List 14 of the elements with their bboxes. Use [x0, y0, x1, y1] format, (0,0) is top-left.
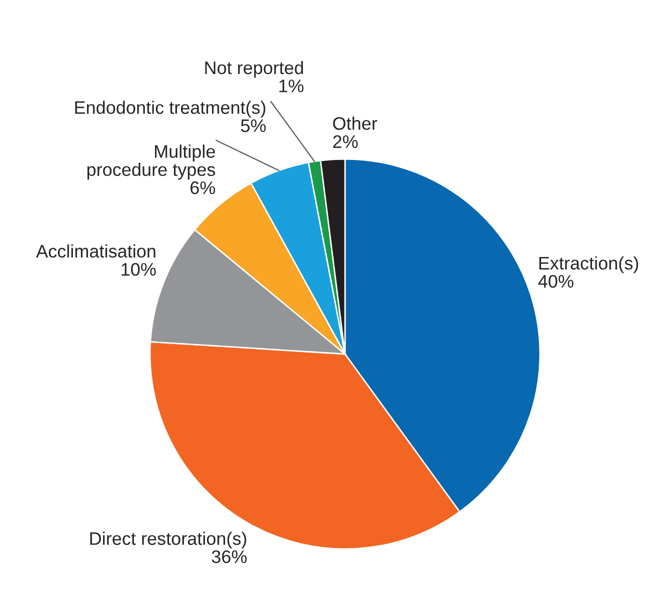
slice-label: Direct restoration(s) — [90, 532, 246, 549]
slice-label: Other — [333, 116, 378, 130]
slice-label: Endodontic treatment(s) — [75, 100, 266, 118]
slice-label: Acclimatisation — [36, 244, 156, 258]
slice-label: Not reported — [205, 60, 303, 78]
data-label: 2% — [333, 135, 358, 148]
slice-label: Extraction(s) — [539, 256, 638, 274]
data-label: 40% — [538, 274, 574, 288]
data-label: 6% — [190, 181, 216, 194]
data-label: 36% — [212, 550, 247, 564]
slice-label: Multiple procedure types — [87, 144, 216, 180]
data-label: 5% — [241, 119, 266, 132]
data-label: 1% — [279, 80, 304, 92]
data-label: 10% — [122, 262, 156, 276]
